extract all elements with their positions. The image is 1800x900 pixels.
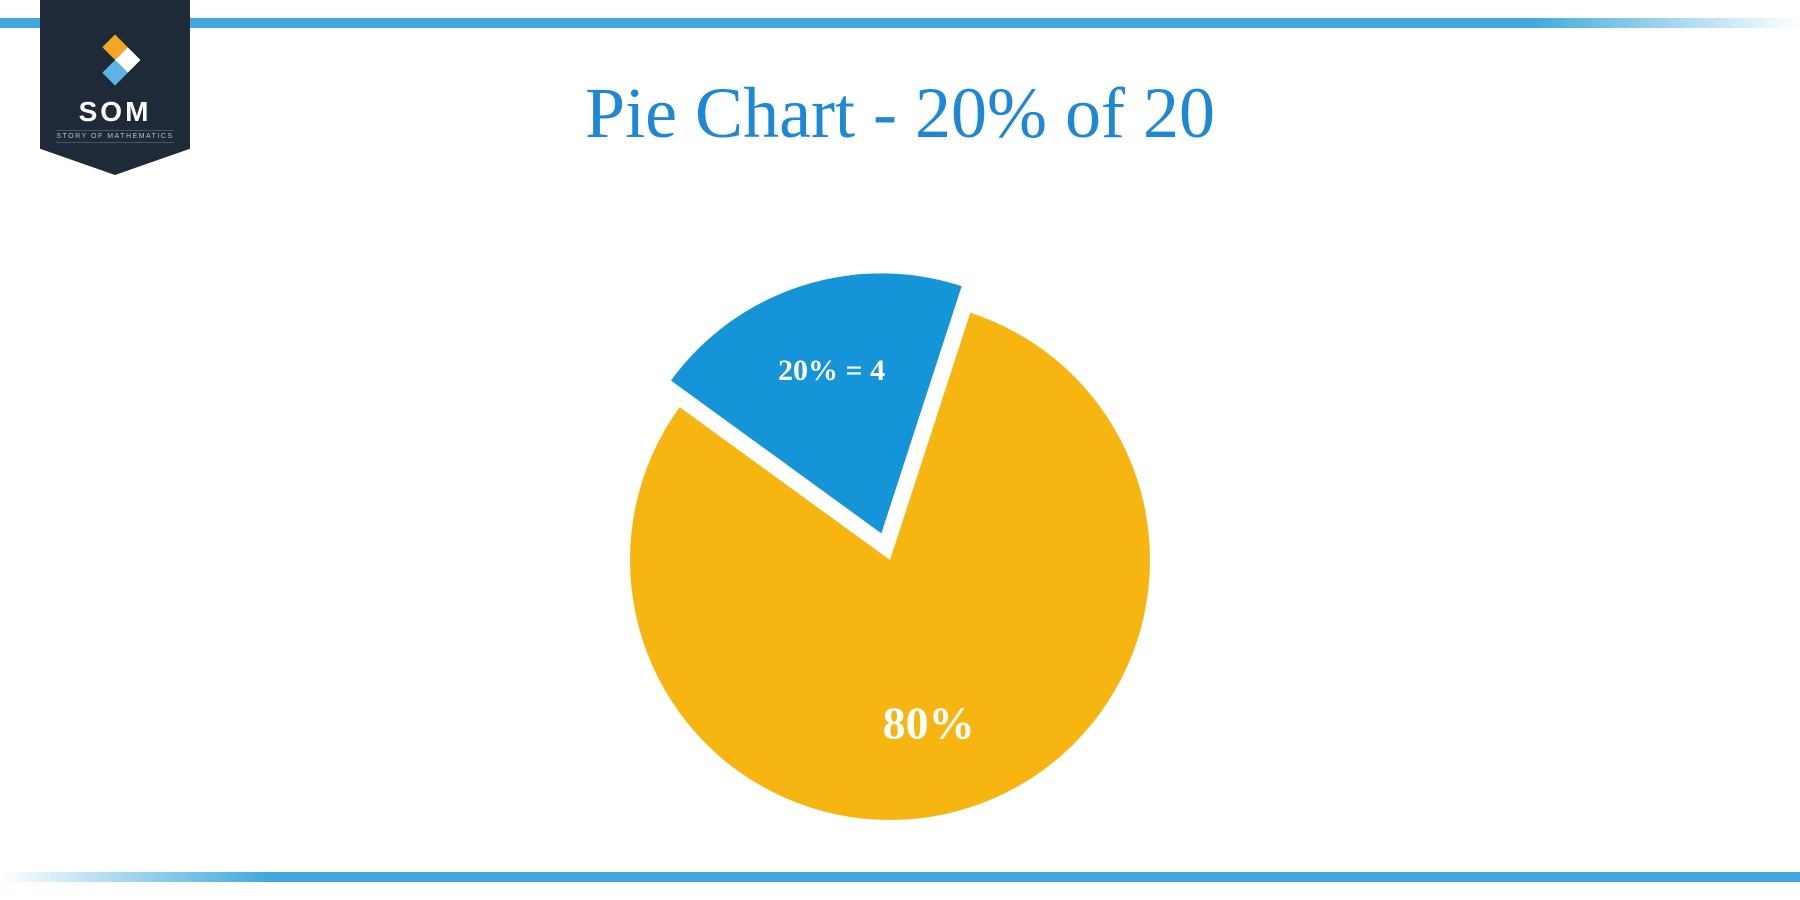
brand-subtitle: STORY OF MATHEMATICS	[56, 130, 173, 143]
slice-label-highlight: 20% = 4	[778, 354, 885, 387]
brand-logo-icon	[87, 32, 143, 88]
bottom-accent-bar	[0, 872, 1800, 882]
brand-badge: SOM STORY OF MATHEMATICS	[40, 0, 190, 175]
slice-label-main: 80%	[883, 698, 975, 749]
chart-title: Pie Chart - 20% of 20	[0, 72, 1800, 155]
pie-svg: 80% 20% = 4	[600, 220, 1200, 840]
pie-chart: 80% 20% = 4	[600, 220, 1200, 840]
top-accent-bar	[0, 18, 1800, 28]
brand-title: SOM	[79, 96, 152, 128]
